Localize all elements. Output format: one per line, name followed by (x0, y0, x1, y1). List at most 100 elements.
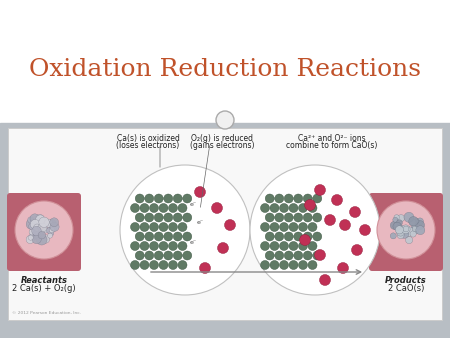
Circle shape (149, 203, 158, 213)
Text: combine to form CaO(s): combine to form CaO(s) (286, 141, 378, 150)
Circle shape (270, 241, 279, 250)
Circle shape (415, 220, 424, 230)
Circle shape (140, 241, 149, 250)
Circle shape (284, 213, 293, 222)
Circle shape (50, 227, 55, 233)
Circle shape (130, 261, 140, 269)
Circle shape (183, 213, 192, 222)
Circle shape (360, 224, 370, 236)
Circle shape (140, 222, 149, 232)
FancyBboxPatch shape (8, 128, 442, 320)
Circle shape (351, 244, 363, 256)
Circle shape (38, 223, 47, 232)
Circle shape (194, 187, 206, 197)
Circle shape (130, 222, 140, 232)
Circle shape (265, 213, 274, 222)
Circle shape (173, 213, 182, 222)
Circle shape (30, 214, 40, 223)
Circle shape (168, 203, 177, 213)
Circle shape (183, 194, 192, 203)
Circle shape (149, 241, 158, 250)
Circle shape (48, 219, 56, 228)
Circle shape (284, 251, 293, 260)
Circle shape (30, 219, 40, 229)
Circle shape (178, 222, 187, 232)
Circle shape (29, 229, 35, 235)
Circle shape (275, 194, 284, 203)
Circle shape (39, 217, 49, 227)
Circle shape (294, 194, 303, 203)
Circle shape (416, 226, 425, 235)
Circle shape (154, 213, 163, 222)
Circle shape (265, 232, 274, 241)
Circle shape (33, 228, 43, 238)
Circle shape (409, 219, 416, 226)
Text: (gains electrons): (gains electrons) (190, 141, 254, 150)
Circle shape (48, 233, 53, 238)
Circle shape (32, 233, 38, 239)
Circle shape (50, 222, 59, 232)
Circle shape (270, 222, 279, 232)
Circle shape (395, 222, 400, 227)
Circle shape (261, 222, 270, 232)
Circle shape (168, 222, 177, 232)
Circle shape (289, 261, 298, 269)
Circle shape (397, 232, 404, 239)
Circle shape (159, 203, 168, 213)
Circle shape (404, 226, 414, 236)
Circle shape (414, 218, 419, 224)
Circle shape (350, 207, 360, 217)
Circle shape (390, 221, 399, 230)
Circle shape (250, 165, 380, 295)
Circle shape (28, 235, 33, 240)
Circle shape (313, 232, 322, 241)
Circle shape (289, 203, 298, 213)
Circle shape (308, 222, 317, 232)
Circle shape (130, 241, 140, 250)
Circle shape (120, 165, 250, 295)
Circle shape (393, 217, 398, 222)
Circle shape (154, 251, 163, 260)
Circle shape (261, 203, 270, 213)
Circle shape (130, 203, 140, 213)
Circle shape (36, 234, 47, 245)
Circle shape (289, 241, 298, 250)
Circle shape (315, 249, 325, 261)
Circle shape (409, 217, 418, 226)
Circle shape (313, 251, 322, 260)
Circle shape (168, 241, 177, 250)
Text: Ca(s) is oxidized: Ca(s) is oxidized (117, 134, 180, 143)
Circle shape (270, 261, 279, 269)
Circle shape (135, 194, 144, 203)
Circle shape (135, 251, 144, 260)
Circle shape (178, 261, 187, 269)
Circle shape (303, 194, 312, 203)
Circle shape (145, 213, 154, 222)
Circle shape (38, 232, 45, 239)
Circle shape (298, 261, 307, 269)
Text: Reactants: Reactants (21, 276, 68, 285)
Circle shape (35, 234, 40, 239)
Circle shape (411, 225, 416, 230)
Circle shape (164, 251, 173, 260)
Text: e⁻: e⁻ (197, 220, 204, 225)
Circle shape (339, 219, 351, 231)
Circle shape (216, 111, 234, 129)
Circle shape (164, 213, 173, 222)
Bar (0, 123, 450, 326)
Circle shape (45, 219, 53, 227)
Circle shape (36, 215, 45, 224)
Circle shape (308, 203, 317, 213)
Circle shape (26, 219, 37, 230)
Circle shape (298, 241, 307, 250)
Circle shape (393, 222, 401, 231)
Circle shape (164, 232, 173, 241)
Circle shape (390, 233, 396, 239)
Circle shape (308, 241, 317, 250)
Circle shape (29, 223, 36, 230)
Circle shape (35, 214, 45, 224)
Circle shape (275, 251, 284, 260)
Circle shape (140, 203, 149, 213)
Circle shape (279, 222, 288, 232)
Circle shape (149, 222, 158, 232)
